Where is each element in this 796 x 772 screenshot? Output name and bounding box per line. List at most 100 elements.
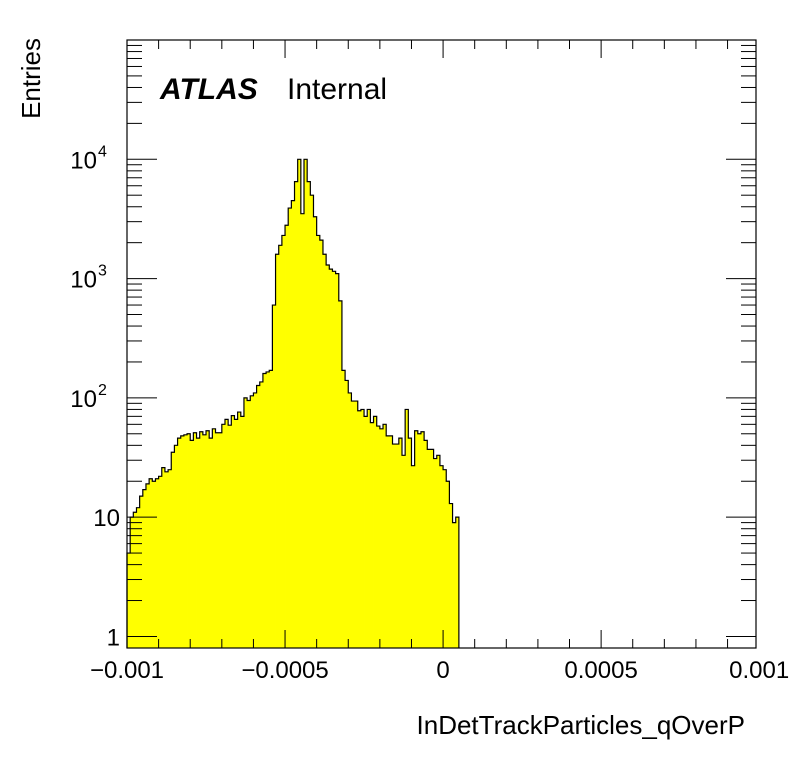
histogram-bar bbox=[430, 449, 434, 648]
histogram-bar bbox=[243, 397, 248, 648]
histogram-bar bbox=[424, 440, 428, 648]
histogram-bar bbox=[262, 373, 267, 648]
histogram-bar bbox=[158, 476, 163, 648]
histogram-bar bbox=[405, 409, 409, 648]
histogram-bar bbox=[171, 452, 175, 648]
histogram-bar bbox=[177, 438, 182, 648]
histogram-bar bbox=[285, 225, 289, 648]
histogram-bar bbox=[455, 517, 460, 648]
histogram-bar bbox=[354, 401, 359, 648]
histogram-bar bbox=[316, 235, 321, 648]
histogram-bar bbox=[139, 496, 144, 648]
histogram-bar bbox=[206, 430, 210, 648]
histogram-bar bbox=[395, 444, 400, 648]
histogram-bar bbox=[436, 455, 441, 648]
histogram-bar bbox=[130, 517, 134, 648]
histogram-bar bbox=[433, 458, 438, 648]
histogram-bar bbox=[307, 181, 311, 648]
histogram-bar bbox=[161, 467, 166, 648]
histogram-bar bbox=[291, 200, 295, 649]
histogram-bar bbox=[215, 432, 220, 648]
axis-layer bbox=[126, 39, 757, 649]
histogram-bar bbox=[228, 425, 232, 648]
atlas-label: ATLAS Internal bbox=[159, 73, 387, 106]
y-tick-exponent: 3 bbox=[98, 263, 107, 280]
histogram-bar bbox=[174, 445, 178, 648]
histogram-bar bbox=[187, 433, 191, 648]
histogram-bar bbox=[199, 431, 204, 648]
histogram-bar bbox=[379, 428, 384, 648]
histogram-bar bbox=[364, 416, 368, 648]
histogram-bar bbox=[168, 469, 172, 648]
histogram-bar bbox=[319, 240, 324, 648]
histogram-bar bbox=[446, 481, 450, 648]
histogram-bar bbox=[136, 507, 141, 648]
y-tick-exponent: 2 bbox=[98, 382, 107, 399]
histogram-bar bbox=[193, 432, 197, 648]
histogram-bar bbox=[237, 412, 242, 648]
histogram-bar bbox=[224, 419, 229, 648]
histogram-bar bbox=[370, 422, 374, 648]
histogram-bar bbox=[202, 434, 207, 648]
histogram-bar bbox=[386, 435, 390, 648]
x-tick-label: 0 bbox=[436, 657, 449, 684]
histogram-bar bbox=[269, 370, 273, 648]
histogram-bar bbox=[164, 471, 169, 648]
atlas-label-internal: Internal bbox=[287, 73, 387, 106]
y-tick-exponent: 4 bbox=[98, 143, 107, 160]
histogram-bar bbox=[383, 424, 387, 648]
histogram-bar bbox=[360, 409, 365, 648]
histogram-bar bbox=[300, 213, 305, 648]
histogram-bar bbox=[398, 438, 403, 648]
histogram-bar bbox=[196, 438, 201, 648]
histogram-bar bbox=[392, 444, 397, 648]
histogram-bar bbox=[443, 469, 447, 648]
histogram-bar bbox=[183, 434, 188, 648]
histogram-bar bbox=[218, 432, 223, 648]
histogram-bar bbox=[351, 401, 355, 648]
histogram-bar bbox=[275, 254, 280, 648]
histogram-bar bbox=[149, 478, 153, 648]
histogram-bar bbox=[253, 392, 257, 648]
histogram-bar bbox=[329, 269, 333, 648]
histogram-bar bbox=[313, 216, 318, 648]
histogram-bar bbox=[190, 440, 194, 648]
histogram-bar bbox=[231, 415, 235, 648]
histogram-bar bbox=[449, 503, 453, 648]
histogram-bar bbox=[272, 305, 276, 648]
histogram-bar bbox=[240, 416, 245, 648]
x-tick-label: 0.0005 bbox=[564, 657, 637, 684]
histogram-bar bbox=[420, 431, 425, 648]
histogram-bar bbox=[408, 438, 412, 648]
y-tick-label: 1 bbox=[107, 624, 120, 651]
y-tick-label: 10 bbox=[70, 386, 97, 413]
histogram-bar bbox=[341, 370, 346, 648]
histogram-bar bbox=[373, 416, 378, 648]
y-axis-title: Entries bbox=[16, 38, 46, 119]
y-tick-label: 10 bbox=[93, 505, 120, 532]
histogram-bar bbox=[376, 426, 381, 648]
histogram-bar bbox=[145, 483, 150, 648]
histogram-bar bbox=[294, 181, 299, 648]
histogram-bar bbox=[266, 371, 270, 648]
histogram-layer bbox=[126, 158, 460, 649]
histogram-bar bbox=[281, 235, 286, 648]
histogram-bar bbox=[345, 380, 349, 648]
histogram-bar bbox=[414, 430, 419, 648]
histogram-bar bbox=[335, 273, 340, 648]
histogram-bar bbox=[389, 435, 393, 648]
histogram-bar bbox=[180, 435, 185, 648]
histogram-bar bbox=[357, 410, 362, 648]
histogram-bar bbox=[247, 400, 251, 648]
histogram-bar bbox=[310, 195, 314, 649]
histogram-bar bbox=[212, 428, 216, 648]
histogram-bar bbox=[297, 159, 302, 648]
histogram-bar bbox=[427, 449, 431, 648]
histogram-bar bbox=[338, 300, 343, 648]
histogram-outline bbox=[126, 158, 460, 648]
y-tick-label: 10 bbox=[70, 147, 97, 174]
x-axis-title: InDetTrackParticles_qOverP bbox=[417, 710, 745, 740]
histogram-bar bbox=[322, 254, 327, 648]
